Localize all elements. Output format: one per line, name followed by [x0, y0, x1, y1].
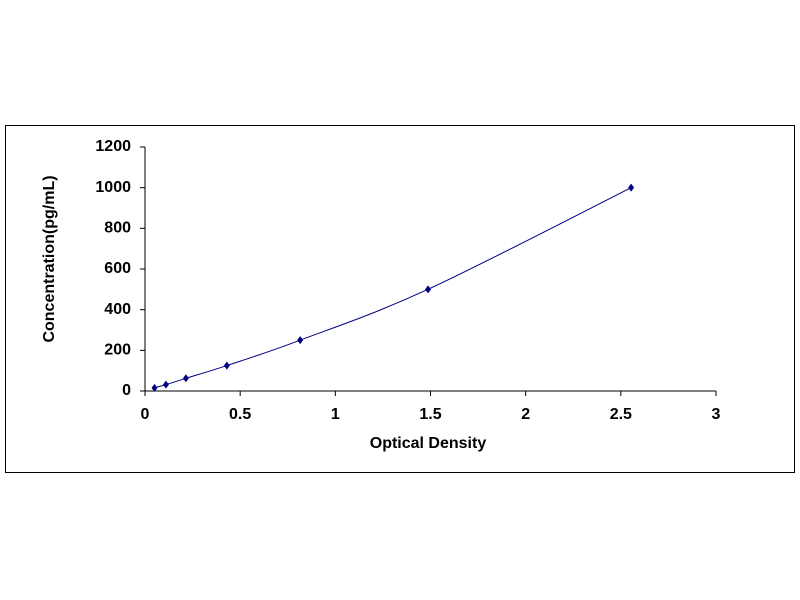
x-tick-label: 1 — [331, 406, 340, 423]
data-point — [182, 374, 189, 383]
y-tick-label: 800 — [104, 220, 131, 237]
data-point — [628, 183, 635, 192]
x-axis-title: Optical Density — [370, 435, 487, 452]
y-tick-label: 200 — [104, 342, 131, 359]
x-tick-label: 1.5 — [419, 406, 441, 423]
data-point — [223, 361, 230, 370]
x-tick-label: 2.5 — [610, 406, 632, 423]
y-tick-label: 1200 — [95, 138, 131, 155]
x-tick-label: 2 — [521, 406, 530, 423]
x-tick-label: 0.5 — [229, 406, 251, 423]
y-axis-title: Concentration(pg/mL) — [41, 175, 58, 342]
data-point — [162, 380, 169, 389]
y-tick-label: 1000 — [95, 179, 131, 196]
x-tick-label: 3 — [712, 406, 721, 423]
y-tick-label: 0 — [122, 382, 131, 399]
y-tick-label: 600 — [104, 260, 131, 277]
data-point — [151, 383, 158, 392]
y-tick-label: 400 — [104, 301, 131, 318]
x-tick-label: 0 — [141, 406, 150, 423]
data-point — [297, 336, 304, 345]
data-point — [425, 285, 432, 294]
chart-border — [5, 125, 795, 473]
